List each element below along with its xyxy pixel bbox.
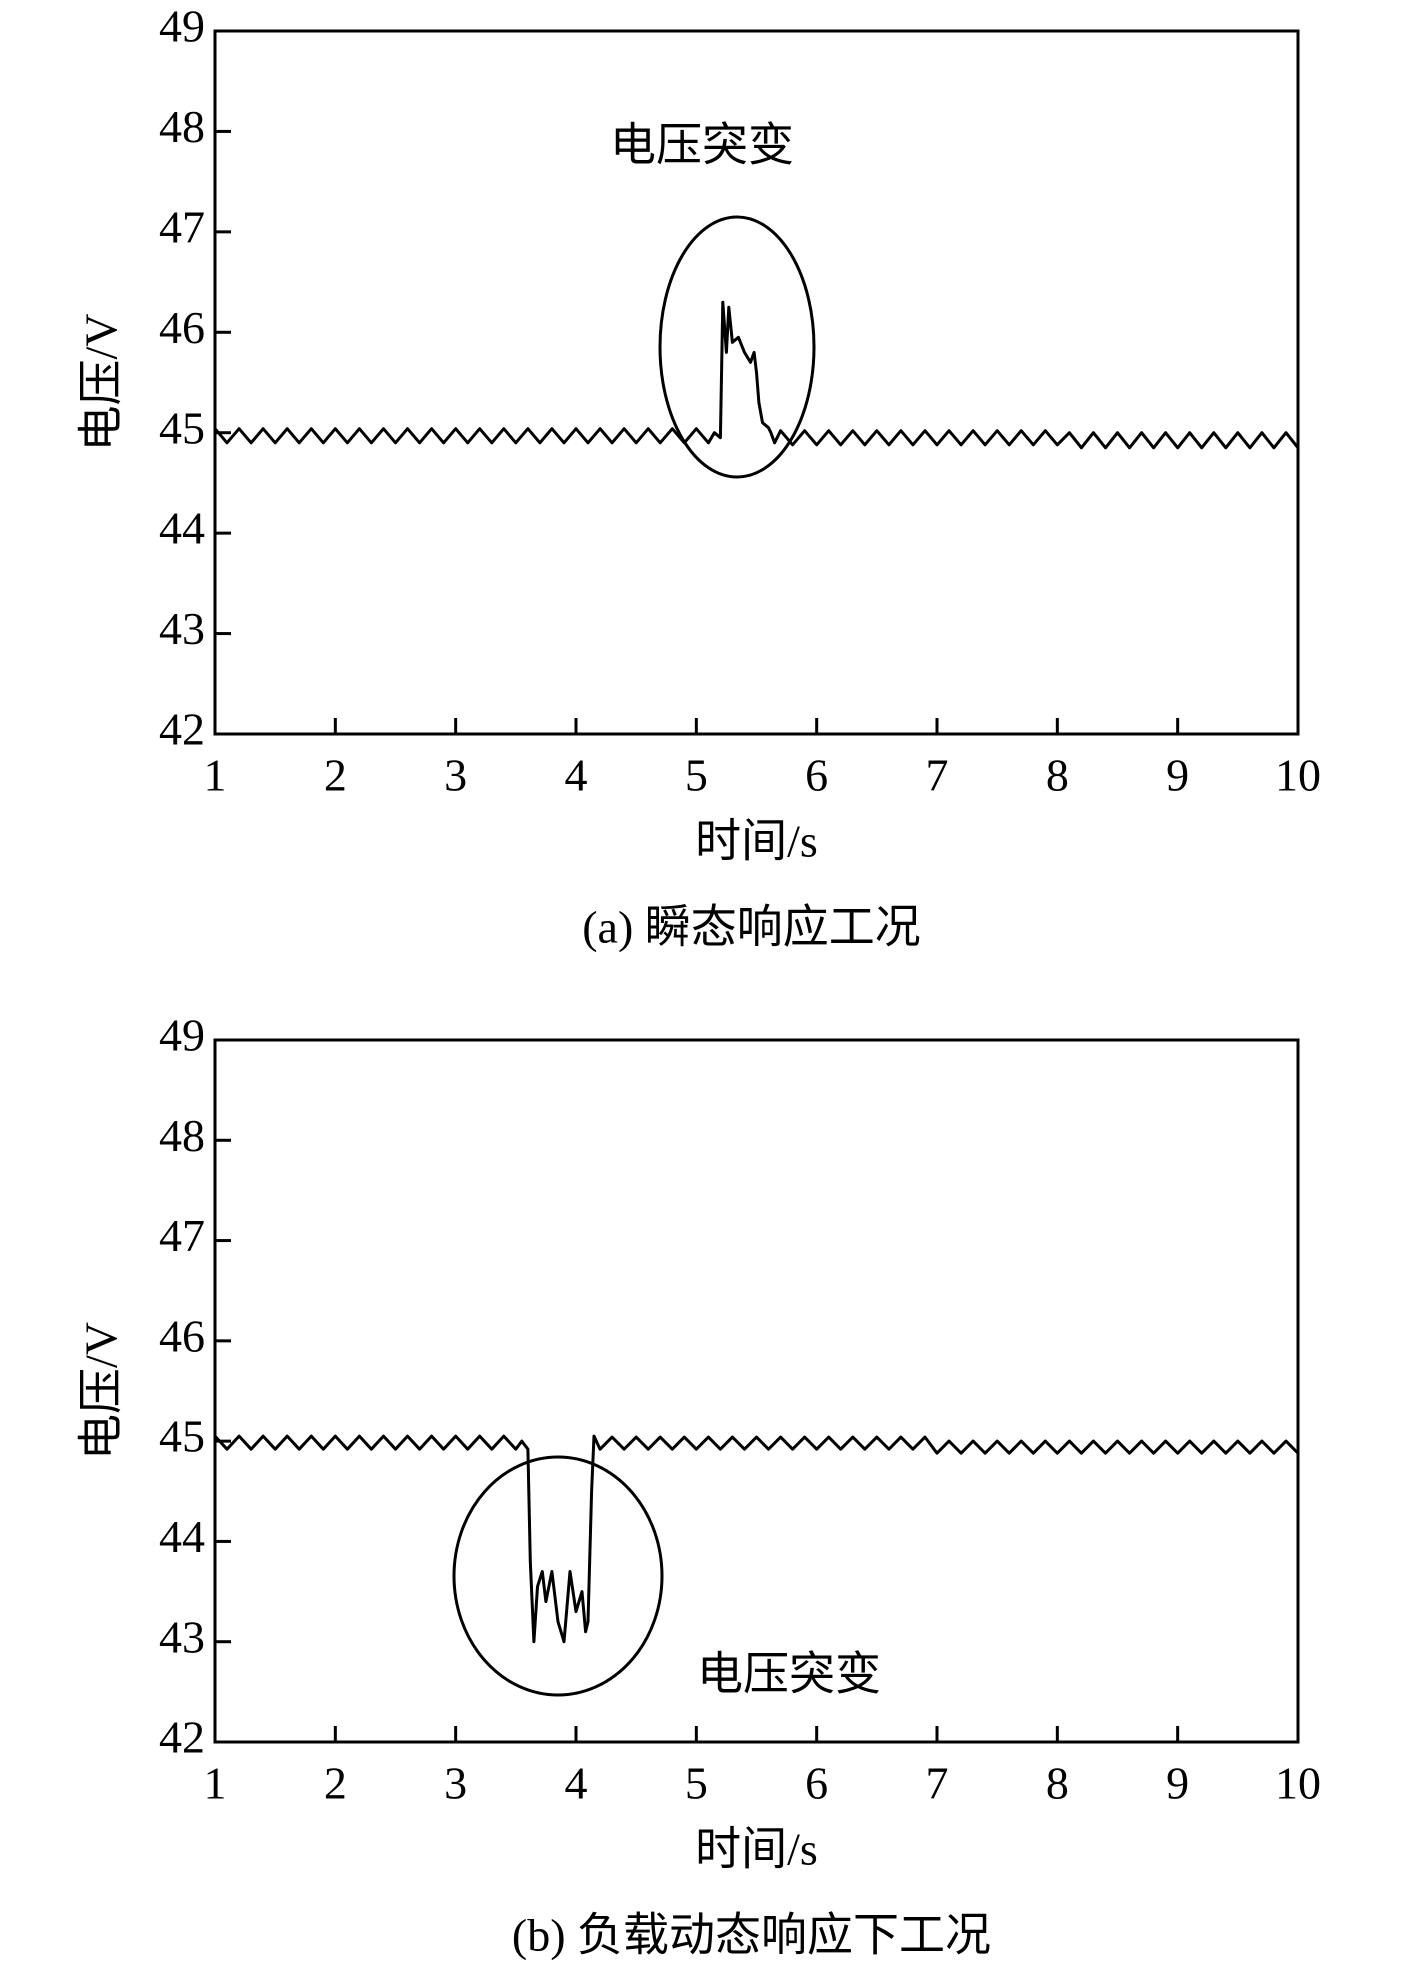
y-axis-label: 电压/V (76, 314, 127, 452)
y-tick-label: 42 (159, 1712, 205, 1763)
y-tick-label: 44 (159, 503, 205, 554)
x-tick-label: 6 (805, 750, 828, 801)
x-tick-label: 10 (1275, 750, 1321, 801)
y-tick-label: 43 (159, 603, 205, 654)
plot-frame (213, 1038, 1300, 1744)
plot-frame (213, 29, 1300, 736)
y-tick-label: 47 (159, 1210, 205, 1261)
x-tick-label: 3 (444, 1758, 467, 1809)
x-axis-label: 时间/s (695, 816, 818, 867)
x-tick-label: 7 (926, 1758, 949, 1809)
annotation: 电压突变 (697, 1649, 881, 1700)
data-line (213, 300, 1300, 450)
caption: (a) 瞬态响应工况 (582, 902, 921, 953)
x-tick-label: 1 (204, 1758, 227, 1809)
x-tick-label: 9 (1166, 750, 1189, 801)
x-tick-label: 1 (204, 750, 227, 801)
caption: (b) 负载动态响应下工况 (512, 1910, 991, 1961)
y-tick-label: 49 (159, 1, 205, 52)
y-tick-label: 48 (159, 1110, 205, 1161)
y-tick-label: 46 (159, 1310, 205, 1361)
highlight-ellipse (658, 215, 816, 479)
highlight-ellipse (452, 1455, 664, 1697)
y-tick-label: 47 (159, 201, 205, 252)
y-tick-label: 45 (159, 1411, 205, 1462)
annotation: 电压突变 (610, 120, 794, 171)
x-tick-label: 8 (1046, 1758, 1069, 1809)
x-tick-label: 10 (1275, 1758, 1321, 1809)
x-tick-label: 4 (565, 1758, 588, 1809)
data-line (213, 1434, 1300, 1644)
y-tick-label: 44 (159, 1511, 205, 1562)
y-tick-label: 45 (159, 402, 205, 453)
x-tick-label: 6 (805, 1758, 828, 1809)
y-tick-label: 42 (159, 704, 205, 755)
x-axis-label: 时间/s (695, 1824, 818, 1875)
x-tick-label: 4 (565, 750, 588, 801)
x-tick-label: 8 (1046, 750, 1069, 801)
y-axis-label: 电压/V (76, 1322, 127, 1460)
y-tick-label: 49 (159, 1010, 205, 1061)
x-tick-label: 9 (1166, 1758, 1189, 1809)
x-tick-label: 5 (685, 750, 708, 801)
y-tick-label: 43 (159, 1611, 205, 1662)
x-tick-label: 5 (685, 1758, 708, 1809)
y-tick-label: 48 (159, 101, 205, 152)
x-tick-label: 3 (444, 750, 467, 801)
x-tick-label: 2 (324, 750, 347, 801)
x-tick-label: 7 (926, 750, 949, 801)
x-tick-label: 2 (324, 1758, 347, 1809)
y-tick-label: 46 (159, 302, 205, 353)
